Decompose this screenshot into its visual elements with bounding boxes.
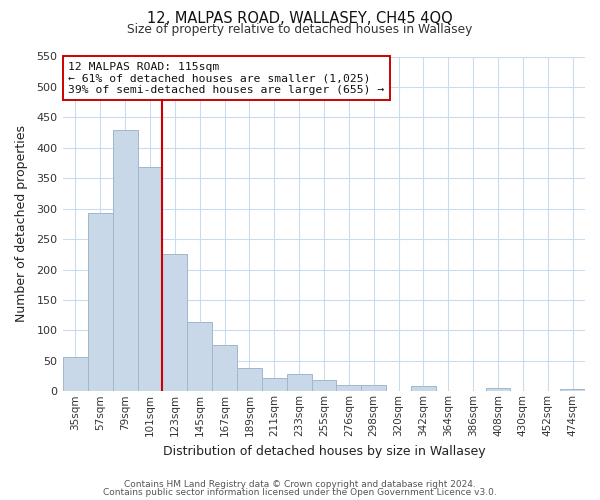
Bar (311, 380, 337, 392)
Bar (485, 388, 511, 392)
Text: Size of property relative to detached houses in Wallasey: Size of property relative to detached ho… (127, 22, 473, 36)
Y-axis label: Number of detached properties: Number of detached properties (15, 126, 28, 322)
Text: Contains public sector information licensed under the Open Government Licence v3: Contains public sector information licen… (103, 488, 497, 497)
Bar (212, 345, 237, 392)
Text: 12 MALPAS ROAD: 115sqm
← 61% of detached houses are smaller (1,025)
39% of semi-: 12 MALPAS ROAD: 115sqm ← 61% of detached… (68, 62, 385, 94)
Text: 12, MALPAS ROAD, WALLASEY, CH45 4QQ: 12, MALPAS ROAD, WALLASEY, CH45 4QQ (147, 11, 453, 26)
Bar (137, 168, 163, 392)
Bar (287, 374, 311, 392)
Bar (411, 386, 436, 392)
Bar (262, 378, 287, 392)
Bar (88, 213, 113, 392)
Bar (237, 368, 262, 392)
Text: Contains HM Land Registry data © Crown copyright and database right 2024.: Contains HM Land Registry data © Crown c… (124, 480, 476, 489)
Bar (361, 384, 386, 392)
X-axis label: Distribution of detached houses by size in Wallasey: Distribution of detached houses by size … (163, 444, 485, 458)
Bar (113, 130, 137, 392)
Bar (337, 385, 361, 392)
Bar (560, 389, 585, 392)
Bar (163, 254, 187, 392)
Bar (63, 356, 88, 392)
Bar (187, 322, 212, 392)
